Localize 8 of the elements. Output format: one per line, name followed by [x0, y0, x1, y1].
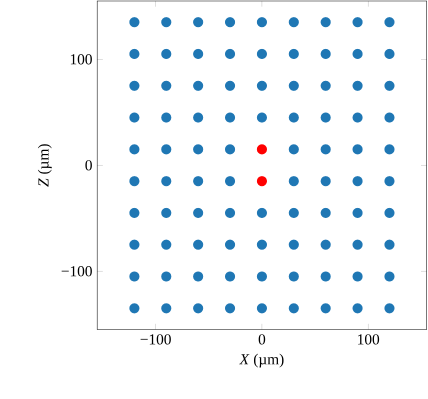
y-tick-label: −100 [62, 266, 92, 277]
x-tick-label: 100 [358, 334, 380, 345]
x-tick-label: −100 [140, 334, 171, 345]
y-axis-title: Z (µm) [38, 144, 52, 187]
x-axis-title: X (µm) [239, 354, 284, 368]
x-tick-label: 0 [258, 334, 266, 345]
y-tick-label: 100 [70, 54, 92, 65]
y-tick-label: 0 [85, 160, 92, 171]
